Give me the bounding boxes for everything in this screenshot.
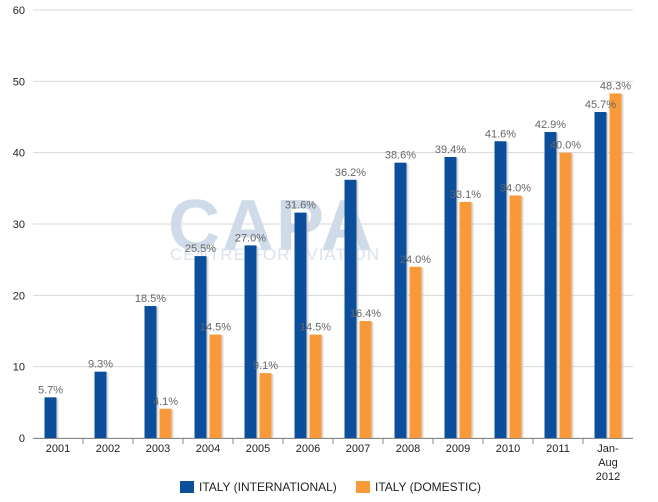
y-axis: 0 10 20 30 40 50 60 [13,5,25,445]
legend[interactable]: ITALY (INTERNATIONAL) ITALY (DOMESTIC) [180,480,481,494]
data-label-domestic: 4.1% [153,396,178,408]
bar-domestic[interactable] [609,93,622,439]
x-tick-label: 2005 [246,443,270,455]
y-tick-label: 50 [13,76,25,88]
data-label-international: 31.6% [285,200,316,212]
bar-domestic[interactable] [509,195,522,438]
bar-domestic[interactable] [359,321,372,438]
data-label-domestic: 33.1% [450,189,481,201]
legend-label: ITALY (DOMESTIC) [375,480,481,494]
x-tick-label: 2004 [196,443,220,455]
x-tick-label: Jan-Aug 2012 [596,443,620,483]
y-tick-label: 60 [13,5,25,17]
data-labels: 5.7% 9.3% 18.5% 4.1% 25.5% 14.5% 27.0% 9.1% 31.6… [38,80,631,407]
data-label-domestic: 40.0% [550,140,581,152]
bar-international[interactable] [494,141,507,438]
bar-international[interactable] [144,306,157,438]
bar-domestic[interactable] [459,201,472,438]
data-label-domestic: 48.3% [600,80,631,92]
watermark-subtitle: CENTRE FOR AVIATION [170,245,380,264]
y-tick-label: 30 [13,219,25,231]
data-label-international: 18.5% [135,293,166,305]
bar-domestic[interactable] [409,266,422,438]
bar-international[interactable] [94,371,107,438]
legend-swatch [180,481,194,493]
data-label-domestic: 34.0% [500,182,531,194]
y-tick-label: 40 [13,148,25,160]
x-tick-label: 2009 [446,443,470,455]
y-tick-label: 20 [13,290,25,302]
data-label-domestic: 14.5% [300,322,331,334]
bar-international[interactable] [194,256,207,438]
data-label-international: 45.7% [585,99,616,111]
bar-international[interactable] [394,162,407,439]
bar-international[interactable] [444,156,457,439]
data-label-domestic: 16.4% [350,308,381,320]
capa-watermark: CAPA CENTRE FOR AVIATION [168,186,380,266]
data-label-international: 38.6% [385,150,416,162]
data-label-international: 42.9% [535,119,566,131]
bar-international[interactable] [544,131,557,439]
data-label-domestic: 14.5% [200,322,231,334]
x-tick-label: 2006 [296,443,320,455]
data-label-international: 5.7% [38,384,63,396]
legend-item-international[interactable]: ITALY (INTERNATIONAL) [180,480,337,494]
data-label-international: 9.3% [88,359,113,371]
bar-international[interactable] [294,212,307,438]
y-tick-label: 0 [19,433,25,445]
bar-international[interactable] [44,397,57,438]
x-tick-label: 2007 [346,443,370,455]
bar-domestic[interactable] [209,334,222,438]
data-label-domestic: 24.0% [400,254,431,266]
watermark-logo: CAPA [168,186,375,266]
y-tick-label: 10 [13,362,25,374]
data-label-domestic: 9.1% [253,360,278,372]
bars [44,93,624,439]
bar-international[interactable] [244,245,257,438]
x-tick-label: 2002 [96,443,120,455]
bar-international[interactable] [344,179,357,439]
x-tick-label: 2010 [496,443,520,455]
x-tick-label: 2003 [146,443,170,455]
data-label-international: 25.5% [185,243,216,255]
x-tick-label: 2001 [46,443,70,455]
legend-swatch [356,481,370,493]
data-label-international: 36.2% [335,167,366,179]
x-tick-label: 2011 [546,443,570,455]
x-axis: 2001 2002 2003 2004 2005 2006 2007 2008 2009 2010… [33,438,633,483]
data-label-international: 27.0% [235,232,266,244]
x-tick-label: 2008 [396,443,420,455]
legend-label: ITALY (INTERNATIONAL) [199,480,337,494]
bar-international[interactable] [594,112,607,439]
data-label-international: 41.6% [485,128,516,140]
bar-domestic[interactable] [159,408,172,438]
legend-item-domestic[interactable]: ITALY (DOMESTIC) [356,480,481,494]
gridlines [33,9,633,439]
bar-domestic[interactable] [559,152,572,438]
data-label-international: 39.4% [435,144,466,156]
bar-domestic[interactable] [259,373,272,438]
bar-domestic[interactable] [309,334,322,438]
